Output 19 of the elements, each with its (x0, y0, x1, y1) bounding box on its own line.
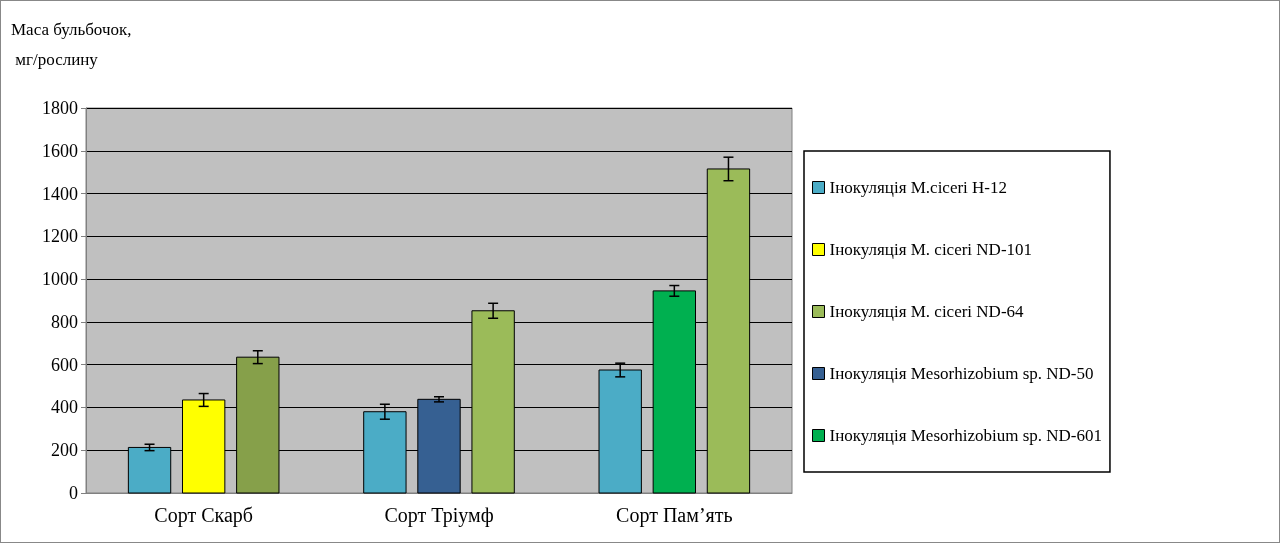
y-tick-label: 0 (69, 483, 78, 503)
y-tick-label: 200 (51, 440, 78, 461)
legend-label: Інокуляція M. ciceri ND-101 (829, 240, 1033, 259)
y-tick-label: 1000 (42, 269, 78, 290)
y-tick-label: 1800 (42, 98, 78, 118)
x-tick-label: Сорт Тріумф (384, 504, 494, 527)
y-tick-label: 600 (51, 354, 78, 375)
x-tick-label: Сорт Скарб (154, 504, 253, 527)
legend-label: Інокуляція M. ciceri ND-64 (829, 302, 1025, 321)
y-axis-title: Маса бульбочок, мг/рослину (11, 19, 132, 69)
y-tick-label: 800 (51, 311, 78, 332)
legend-label: Інокуляція Mesorhizobium sp. ND-50 (829, 364, 1094, 383)
legend-label: Інокуляція Mesorhizobium sp. ND-601 (829, 426, 1102, 445)
legend-label: Інокуляція M.ciceri H-12 (829, 178, 1008, 197)
y-tick-label: 1200 (42, 226, 78, 247)
y-tick-label: 1400 (42, 183, 78, 204)
x-tick-label: Сорт Пам’ять (616, 504, 733, 527)
y-tick-label: 1600 (42, 140, 78, 161)
y-tick-label: 400 (51, 397, 78, 418)
